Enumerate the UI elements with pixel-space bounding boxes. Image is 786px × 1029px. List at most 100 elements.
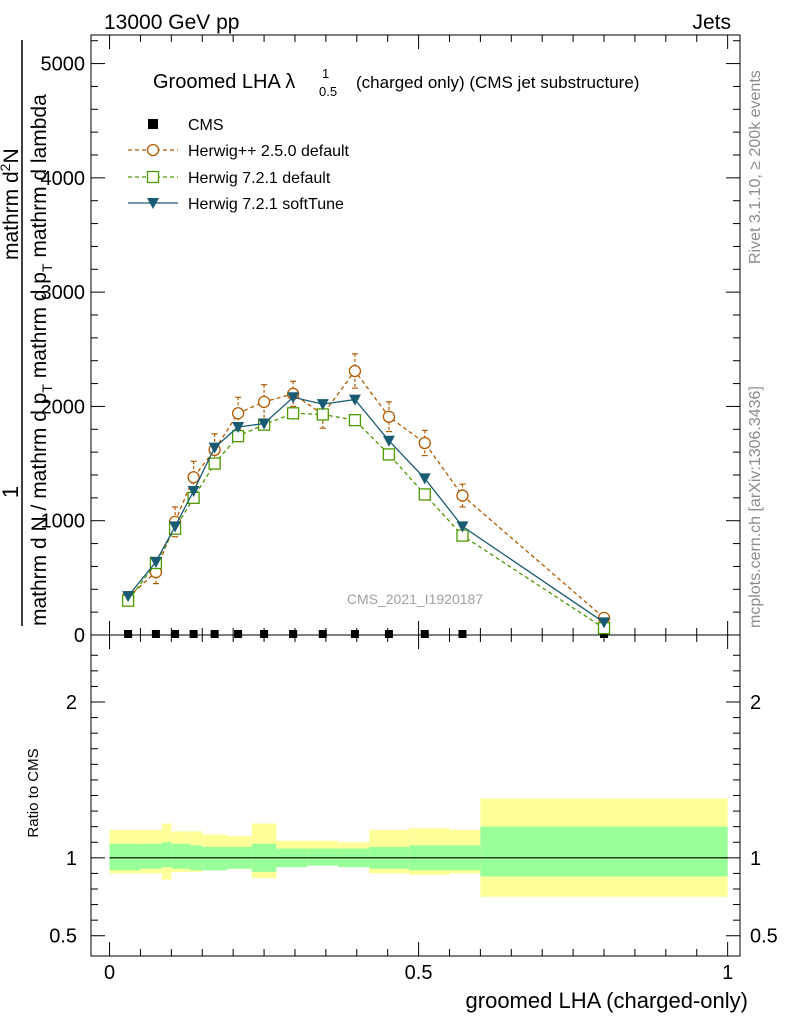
analysis-watermark: CMS_2021_I1920187 [347,591,483,607]
herwigpp-point [418,436,431,450]
y-tick-label: 0 [74,625,85,647]
y-tick-label: 1000 [41,511,86,533]
x-tick-labels: 0 0.5 1 [104,962,733,984]
herwig7-softtune-point [122,591,135,603]
main-y-tick-labels: 0 1000 2000 3000 4000 5000 [41,54,86,647]
ratio-y-tick-label-right: 1 [750,848,761,870]
ratio-y-label: Ratio to CMS [25,748,42,837]
herwigpp-point [382,410,396,423]
series-line [127,369,605,619]
herwig7-softtune-point [258,418,271,430]
cms-data-point [289,630,298,638]
herwig7-softtune-point [149,556,162,568]
main-axes [91,35,740,636]
herwig7-softtune-point [456,521,469,533]
plot-subtitle: (charged only) (CMS jet substructure) [356,73,639,92]
legend-marker-circle [146,143,160,157]
cms-data-point [260,630,269,638]
legend-entry-label: Herwig++ 2.5.0 default [188,143,350,160]
mcplots-label: mcplots.cern.ch [arXiv:1306.3436] [747,386,764,628]
herwigpp-point [257,395,271,409]
legend-marker-triangle [147,198,159,209]
herwig7-softtune-point [187,486,200,497]
ratio-y-tick-label-right: 0.5 [750,926,778,948]
ylabel-numerator: mathrm d2N [0,148,23,260]
legend-marker-cms [148,119,158,129]
legend-entry-label: Herwig 7.2.1 default [188,170,331,187]
herwig7-softtune-point [418,473,431,485]
y-tick-label: 5000 [41,54,86,76]
cms-data-point [384,630,393,638]
cms-data-point [171,630,180,638]
herwig7-softtune-point [382,435,395,447]
cms-data-point [350,630,359,638]
ratio-inner-band-bin [162,842,172,868]
cms-data-point [189,630,198,638]
plot-title-superscript: 1 [322,66,329,81]
herwig7-softtune-point [287,392,300,404]
y-tick-label: 3000 [41,282,86,304]
cms-data-point [458,630,467,638]
ratio-axes: 0.5 0.5 1 1 2 2 [49,635,778,956]
herwig7-default-point [208,457,221,470]
herwigpp-point [231,407,245,420]
herwig7-softtune-point [348,394,361,406]
herwig7-softtune-point [316,399,329,411]
ylabel-num-a: mathrm d [0,171,23,260]
series-line [127,396,605,623]
ylabel-denom-c: mathrm d lambda [28,94,51,264]
x-axis-label: groomed LHA (charged-only) [466,988,748,1013]
ratio-inner-band-bin [307,848,339,866]
plot-title: Groomed LHA λ [153,71,295,93]
ratio-bands [109,798,728,897]
header-energy: 13000 GeV pp [104,11,239,34]
cms-data-point [124,630,133,638]
legend-entry-label: CMS [188,117,224,134]
herwig7-softtune-point [232,422,245,433]
ylabel-denominator: mathrm d N / mathrm d pT mathrm d pT mat… [28,94,55,626]
herwigpp-point [456,489,469,502]
series-layer [121,353,611,638]
herwigpp-point [187,471,200,484]
ylabel-denom-sub: T [39,384,55,393]
ratio-frame [90,634,741,957]
herwig7-softtune-point [169,521,182,533]
x-tick-label: 1 [722,962,733,984]
cms-data-point [318,630,327,638]
cms-data-point [420,630,429,638]
herwig7-default-point [382,448,396,461]
main-y-axis-label: 1 mathrm d N / mathrm d pT mathrm d pT m… [0,40,55,626]
ratio-inner-band-bin [202,846,227,871]
legend: CMS Herwig++ 2.5.0 default Herwig 7.2.1 de… [128,117,350,213]
herwigpp-point [348,364,362,378]
ratio-y-tick-label-left: 1 [66,848,77,870]
ylabel-num-sup: 2 [0,163,13,171]
ratio-y-tick-label-left: 2 [66,692,77,714]
herwig7-default-point [348,413,362,427]
ratio-inner-band-bin [109,843,141,871]
ylabel-one: 1 [0,486,23,498]
ylabel-denom-b: mathrm d p [28,272,51,384]
cms-data-point [234,630,243,638]
ratio-y-tick-label-left: 0.5 [49,926,77,948]
legend-marker-square [146,170,160,184]
ratio-inner-band-bin [171,843,190,869]
herwig7-default-point [316,408,329,421]
y-tick-label: 4000 [41,168,86,190]
x-tick-label: 0.5 [405,962,433,984]
ratio-inner-band-bin [140,843,163,869]
ylabel-num-b: N [0,148,23,163]
herwig7-default-point [286,407,300,420]
cms-data-point [210,630,219,638]
herwig7-default-point [418,488,431,501]
ylabel-denom-sub2: T [39,263,55,272]
plot-title-group: Groomed LHA λ 1 0.5 (charged only) (CMS … [153,66,639,99]
x-tick-label: 0 [104,962,115,984]
herwig7-softtune-point [598,617,611,629]
ratio-inner-band-bin [480,826,728,877]
ylabel-denom-a: mathrm d N / mathrm d p [28,393,51,626]
herwig7-softtune-point [208,442,221,454]
header-jets: Jets [692,11,731,34]
